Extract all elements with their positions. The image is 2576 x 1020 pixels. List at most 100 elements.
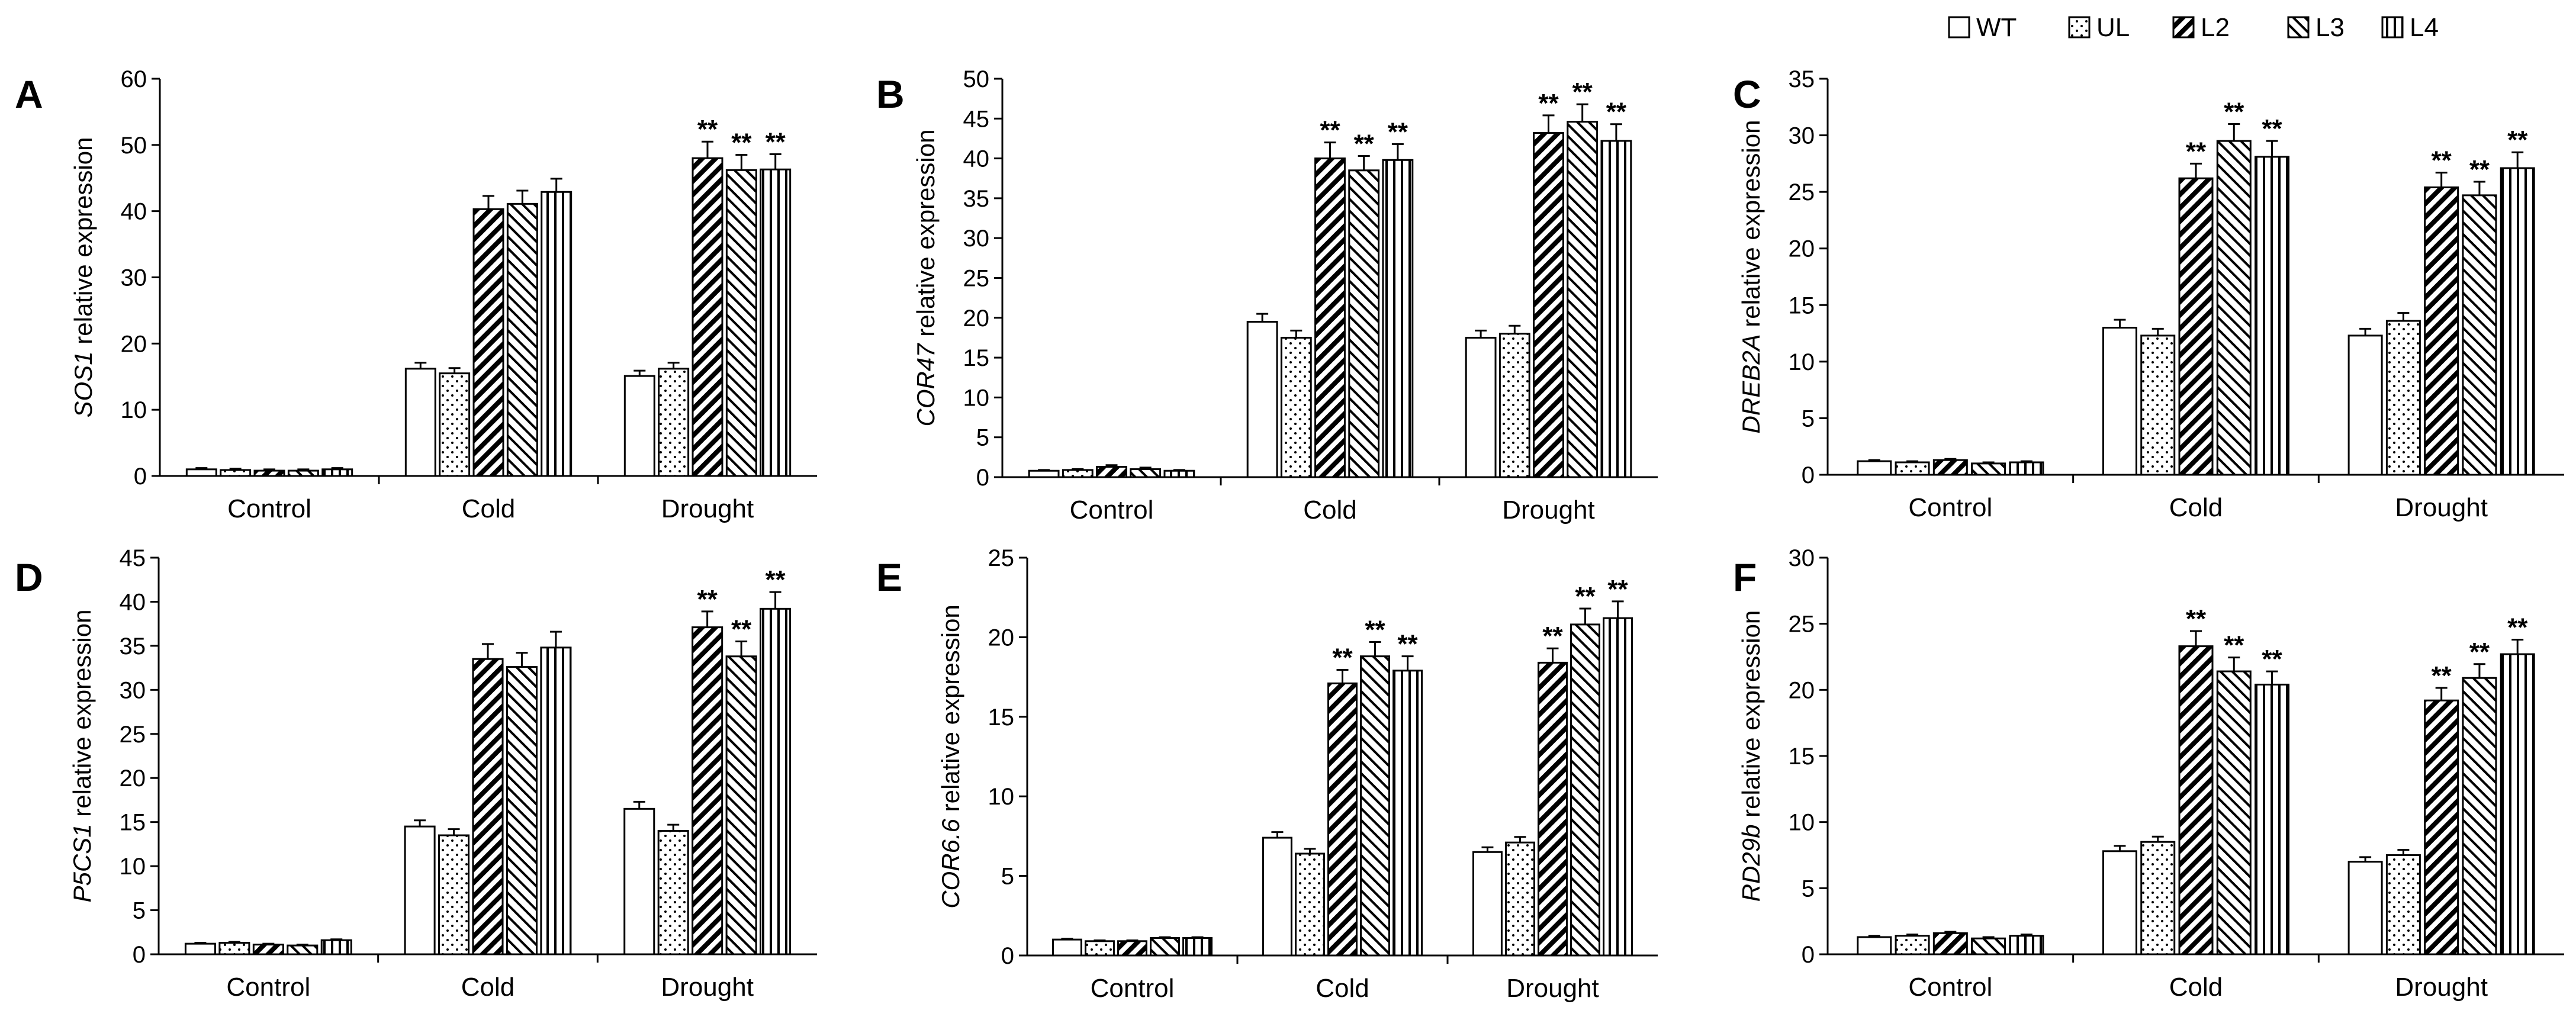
legend-item-l3: L3: [2287, 13, 2345, 42]
y-tick-label: 0: [133, 942, 146, 968]
y-tick-label: 20: [1789, 236, 1815, 262]
significance-mark-l3-cold: **: [1365, 615, 1385, 644]
bar-ul-drought: [658, 368, 690, 477]
bar-l2-cold: [1327, 682, 1358, 957]
panel-letter: C: [1733, 72, 1761, 116]
bar-ul-cold: [1280, 336, 1312, 478]
bar-l3-cold: [2216, 140, 2252, 476]
bar-l2-control: [1932, 459, 1968, 476]
significance-mark-l4-drought: **: [765, 565, 786, 594]
y-tick-label: 20: [963, 305, 990, 332]
significance-mark-l4-drought: **: [1607, 575, 1628, 604]
y-tick-label: 25: [120, 722, 146, 748]
y-axis-gene-name: DREB2A: [1737, 334, 1765, 433]
y-tick-label: 45: [963, 106, 990, 132]
x-category-label-cold: Cold: [462, 494, 516, 523]
y-tick-label: 10: [120, 854, 146, 880]
legend-swatch-ul: [2068, 16, 2091, 38]
x-category-label-cold: Cold: [2169, 493, 2223, 522]
significance-mark-l2-drought: **: [2432, 146, 2452, 175]
y-tick-label: 30: [1789, 545, 1815, 571]
bar-l4-control: [2009, 461, 2044, 476]
bar-l3-cold: [1360, 655, 1390, 957]
y-tick-label: 15: [120, 810, 146, 836]
y-tick-label: 15: [963, 345, 990, 371]
significance-mark-l3-drought: **: [731, 614, 752, 643]
bar-l4-drought: [1600, 140, 1632, 478]
bar-l3-cold: [506, 666, 538, 955]
bar-l3-control: [287, 944, 319, 955]
y-tick-label: 30: [120, 677, 146, 703]
y-tick-label: 0: [134, 464, 147, 490]
bar-wt-cold: [2102, 850, 2137, 955]
x-category-label-cold: Cold: [1303, 495, 1357, 525]
y-axis-title: RD29b relative expression: [1737, 610, 1765, 902]
legend-item-wt: WT: [1948, 13, 2017, 42]
bar-wt-cold: [1246, 321, 1278, 478]
bar-l4-drought: [760, 168, 792, 477]
bar-wt-drought: [1465, 336, 1497, 478]
bar-l2-control: [1096, 466, 1127, 478]
significance-mark-l3-drought: **: [2469, 155, 2490, 184]
bar-l2-drought: [2424, 699, 2459, 955]
x-category-label-control: Control: [227, 494, 311, 523]
bar-l4-cold: [2255, 156, 2290, 476]
y-tick-label: 40: [120, 589, 146, 615]
bar-l2-cold: [2178, 177, 2214, 476]
bar-l4-cold: [1392, 670, 1423, 957]
legend-item-l2: L2: [2172, 13, 2230, 42]
bar-l2-control: [252, 944, 284, 955]
significance-mark-l2-drought: **: [2432, 661, 2452, 690]
x-category-label-cold: Cold: [1316, 974, 1369, 1003]
bar-l2-cold: [2178, 645, 2214, 955]
bar-l3-drought: [1567, 121, 1599, 478]
significance-mark-l4-cold: **: [2262, 114, 2282, 143]
bar-ul-drought: [657, 830, 689, 955]
y-axis-title-rest: relative expression: [1737, 610, 1765, 825]
significance-mark-l4-drought: **: [2507, 126, 2528, 155]
bar-wt-control: [185, 468, 217, 477]
panel-a: A 0 10 20 30 40 50 60 SOS1 relative expression Co…: [15, 66, 817, 523]
y-tick-label: 50: [963, 66, 990, 92]
bar-l4-drought: [2500, 653, 2535, 955]
significance-mark-l2-cold: **: [2186, 604, 2207, 633]
y-tick-label: 10: [963, 385, 990, 411]
significance-mark-l2-drought: **: [1538, 89, 1559, 118]
legend-swatch-l2: [2172, 16, 2195, 38]
bar-ul-control: [218, 942, 250, 955]
bar-wt-cold: [1262, 836, 1292, 957]
bar-ul-cold: [439, 372, 471, 477]
bar-l3-drought: [2462, 194, 2497, 476]
y-tick-label: 5: [976, 425, 989, 451]
y-axis-title: DREB2A relative expression: [1737, 120, 1765, 434]
bar-l2-drought: [692, 626, 723, 955]
bar-l2-cold: [472, 658, 504, 955]
x-category-label-cold: Cold: [461, 973, 515, 1002]
x-category-label-drought: Drought: [2395, 493, 2488, 522]
bar-ul-cold: [2140, 334, 2176, 476]
bar-l4-control: [2009, 935, 2044, 955]
bar-wt-cold: [2102, 327, 2137, 476]
y-tick-label: 20: [988, 625, 1015, 651]
bar-l3-drought: [725, 169, 757, 477]
bar-l4-cold: [2255, 683, 2290, 955]
bar-l3-cold: [1348, 169, 1380, 478]
significance-mark-l3-cold: **: [2224, 631, 2244, 660]
bar-ul-control: [220, 469, 252, 477]
significance-mark-l4-cold: **: [1388, 117, 1408, 146]
significance-mark-l4-drought: **: [2507, 613, 2528, 642]
bar-l2-control: [253, 469, 285, 477]
significance-mark-l4-cold: **: [1397, 630, 1418, 659]
bar-wt-drought: [623, 807, 655, 955]
panel-letter: E: [876, 555, 902, 599]
significance-mark-l3-drought: **: [1575, 582, 1596, 611]
bar-ul-drought: [1505, 841, 1535, 957]
y-tick-label: 35: [963, 186, 990, 212]
significance-mark-l3-cold: **: [2224, 97, 2244, 126]
y-axis-gene-name: COR6.6: [937, 818, 964, 908]
bar-l4-control: [321, 468, 353, 477]
y-tick-label: 5: [1802, 876, 1815, 902]
x-category-label-drought: Drought: [1502, 495, 1595, 525]
bar-l4-cold: [540, 646, 572, 955]
